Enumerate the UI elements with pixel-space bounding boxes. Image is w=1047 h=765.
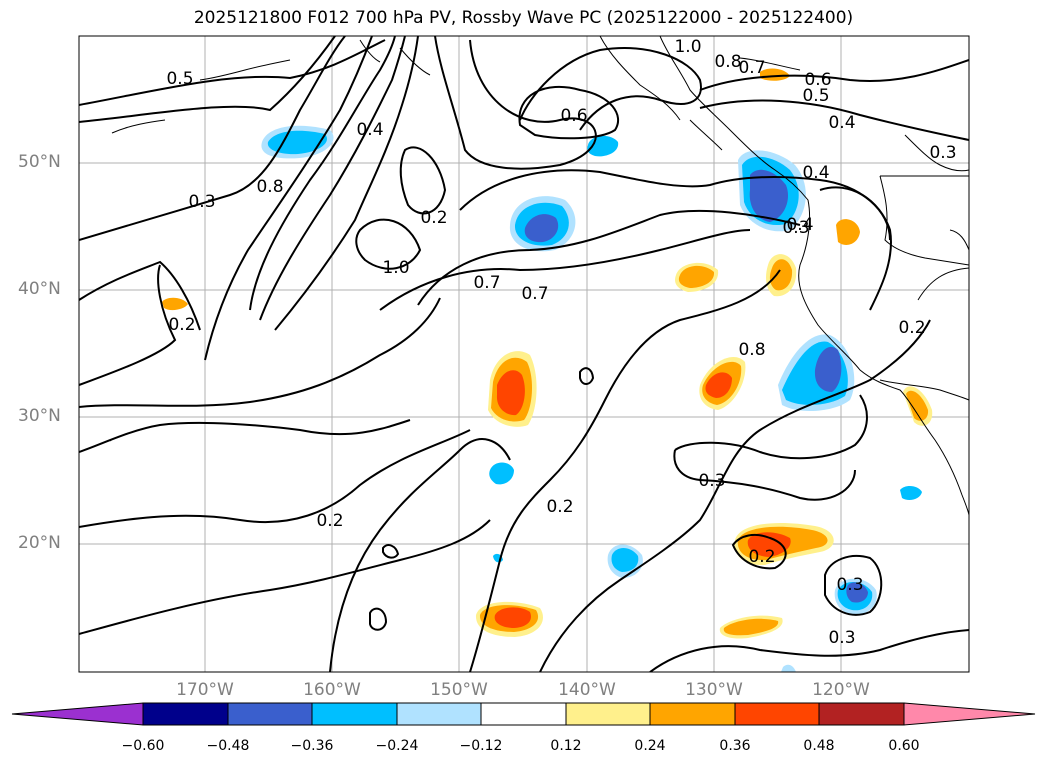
- contour-label: 0.2: [316, 511, 343, 531]
- contour-label: 1.0: [674, 37, 701, 57]
- contour-label: 0.2: [420, 208, 447, 228]
- contour-label: 0.8: [738, 340, 765, 360]
- contour-label: 0.2: [168, 315, 195, 335]
- contour-label: 0.2: [748, 547, 775, 567]
- colorbar-cell: [227, 702, 313, 726]
- contour-label: 0.5: [802, 86, 829, 106]
- colorbar-cell: [903, 702, 1036, 726]
- colorbar-cell: [649, 702, 736, 726]
- contour-label: 0.8: [714, 52, 741, 72]
- longitude-label: 150°W: [430, 680, 488, 700]
- contour-label: 0.3: [782, 218, 809, 238]
- colorbar-cell: [480, 702, 567, 726]
- colorbar-cell: [11, 702, 144, 726]
- contour-label: 0.7: [473, 273, 500, 293]
- colorbar-tick-label: −0.36: [290, 738, 334, 754]
- contour-label: 0.4: [786, 215, 813, 235]
- colorbar-cell: [818, 702, 905, 726]
- contour-label: 1.0: [382, 258, 409, 278]
- contour-label: 0.3: [188, 192, 215, 212]
- contour-label: 0.4: [802, 163, 829, 183]
- colorbar-cell: [311, 702, 398, 726]
- contour-label: 0.4: [828, 113, 855, 133]
- colorbar-cell: [734, 702, 820, 726]
- contour-label: 0.2: [898, 318, 925, 338]
- coastlines: [109, 36, 969, 516]
- longitude-label: 120°W: [812, 680, 870, 700]
- map-frame: [78, 35, 970, 673]
- longitude-label: 170°W: [176, 680, 234, 700]
- colorbar-tick-label: 0.12: [550, 738, 582, 754]
- colorbar-tick-label: 0.24: [634, 738, 666, 754]
- contour-label: 0.4: [356, 120, 383, 140]
- contour-label: 0.3: [836, 575, 863, 595]
- latitude-label: 30°N: [18, 406, 61, 426]
- colorbar-tick-label: −0.24: [375, 738, 419, 754]
- pv-contours: [79, 36, 969, 672]
- longitude-label: 140°W: [558, 680, 616, 700]
- latitude-label: 40°N: [18, 279, 61, 299]
- contour-label: 0.3: [698, 471, 725, 491]
- contour-label: 0.5: [166, 69, 193, 89]
- colorbar-cell: [142, 702, 229, 726]
- colorbar: [11, 702, 1036, 726]
- longitude-label: 160°W: [303, 680, 361, 700]
- latitude-label: 20°N: [18, 533, 61, 553]
- colorbar-tick-label: −0.48: [206, 738, 250, 754]
- colorbar-tick-label: −0.60: [121, 738, 165, 754]
- latitude-label: 50°N: [18, 152, 61, 172]
- colorbar-tick-label: 0.60: [888, 738, 920, 754]
- longitude-label: 130°W: [685, 680, 743, 700]
- contour-label: 0.2: [546, 497, 573, 517]
- contour-label: 0.7: [521, 284, 548, 304]
- negative-anomaly-areas: [261, 125, 922, 672]
- colorbar-tick-label: 0.36: [719, 738, 751, 754]
- colorbar-tick-label: −0.12: [459, 738, 503, 754]
- colorbar-cell: [565, 702, 651, 726]
- colorbar-tick-label: 0.48: [803, 738, 835, 754]
- contour-label: 0.7: [738, 58, 765, 78]
- contour-label: 0.8: [256, 177, 283, 197]
- contour-labels: 1.0 0.8 0.7 0.6 0.5 0.5 0.4 0.3 0.2 1.0 …: [166, 37, 956, 648]
- contour-label: 0.6: [804, 70, 831, 90]
- colorbar-cell: [396, 702, 482, 726]
- contour-label: 0.3: [929, 143, 956, 163]
- positive-anomaly-areas: [162, 68, 933, 639]
- contour-label: 0.3: [828, 628, 855, 648]
- contour-label: 0.6: [560, 106, 587, 126]
- map-title: 2025121800 F012 700 hPa PV, Rossby Wave …: [193, 8, 854, 28]
